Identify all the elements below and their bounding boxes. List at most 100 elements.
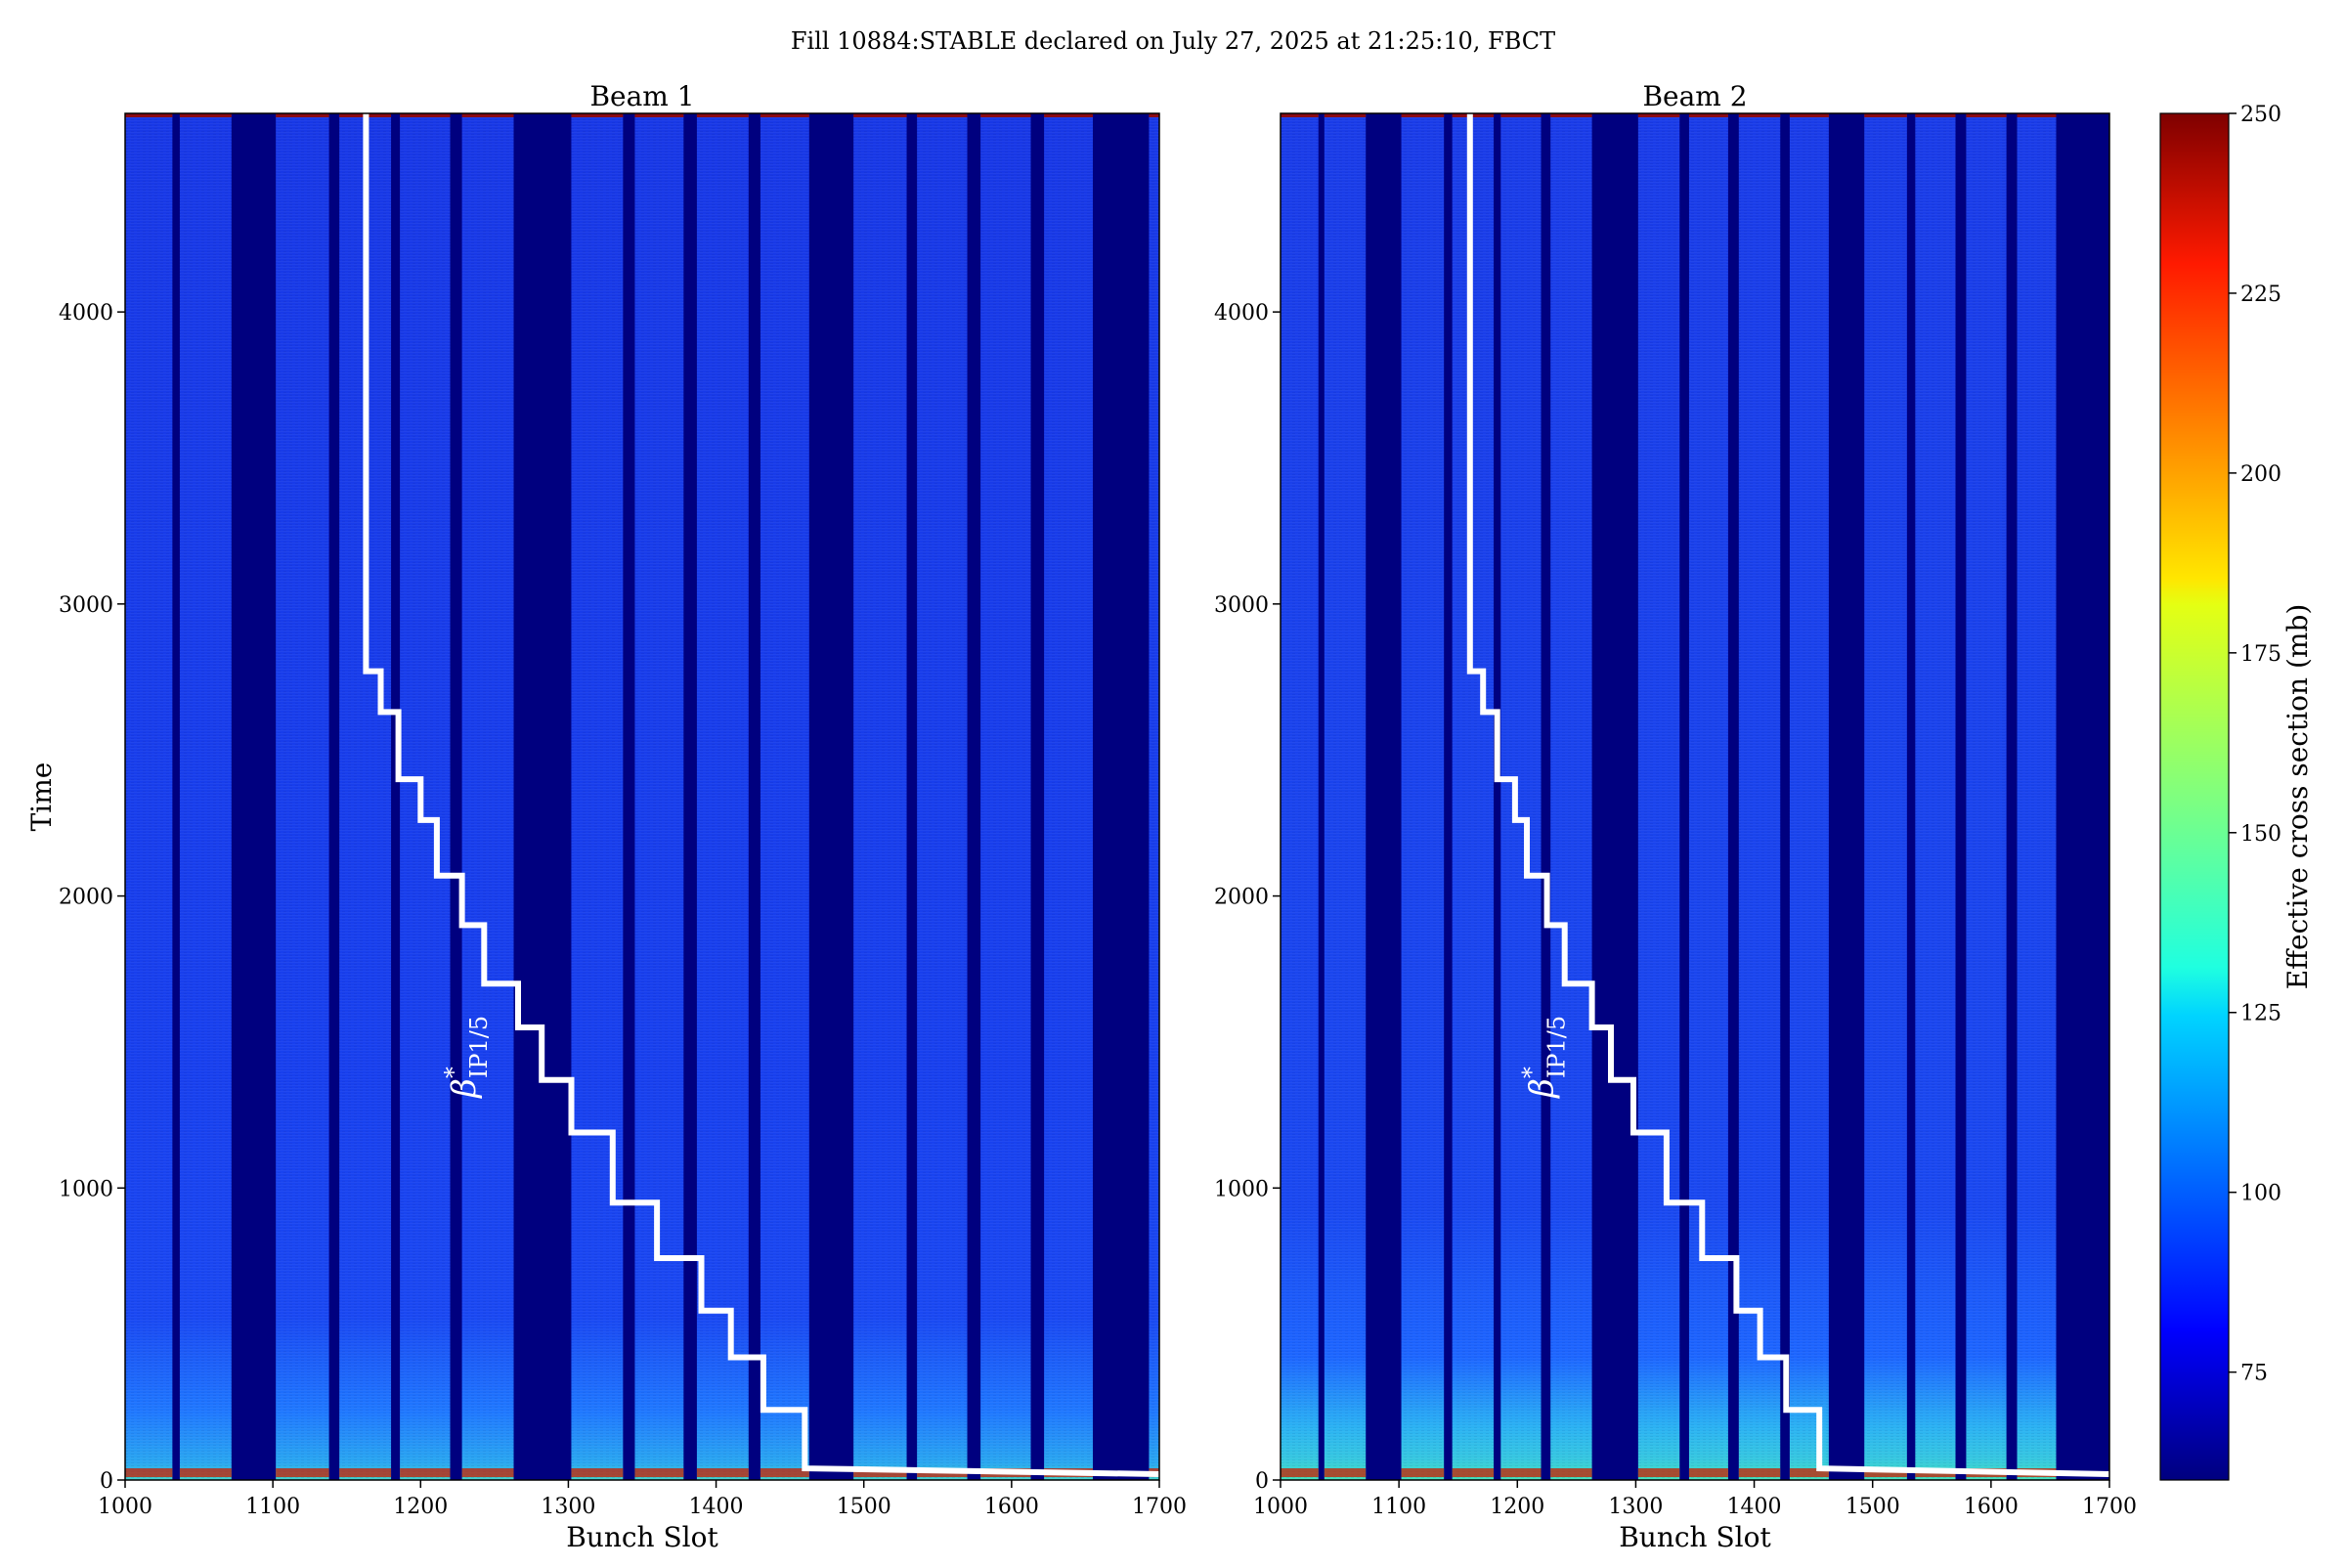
bunch-train-texture [1637, 113, 1680, 1480]
bunch-train-hotspot [634, 1468, 684, 1477]
bunch-train-top-edge [1550, 113, 1592, 117]
bunch-train-top-edge [696, 113, 749, 117]
bunch-train-top-edge [2017, 113, 2057, 117]
bunch-train-texture [1688, 113, 1728, 1480]
bunch-train-top-edge [1324, 113, 1367, 117]
bunch-train-texture [1738, 113, 1781, 1480]
bunch-train-top-edge [1637, 113, 1680, 117]
x-tick-label: 1500 [1846, 1495, 1900, 1519]
bunch-train-texture [1452, 113, 1495, 1480]
bunch-train-top-edge [400, 113, 451, 117]
bunch-train-texture [2017, 113, 2057, 1480]
beta-star-step-line [1466, 113, 2110, 1477]
y-tick-label: 4000 [59, 301, 113, 326]
bunch-train-texture [980, 113, 1031, 1480]
bunch-train-texture [571, 113, 624, 1480]
bunch-train-top-edge [125, 113, 173, 117]
colorbar-tick-label: 125 [2240, 1002, 2281, 1026]
x-tick-label: 1600 [984, 1495, 1039, 1519]
y-tick-label: 1000 [1214, 1177, 1269, 1201]
bunch-train-top-edge [179, 113, 232, 117]
x-tick-label: 1300 [1608, 1495, 1663, 1519]
bunch-train-top-edge [1966, 113, 2007, 117]
bunch-train-top-edge [1915, 113, 1956, 117]
x-tick-label: 1700 [1132, 1495, 1187, 1519]
x-tick-label: 1100 [1371, 1495, 1426, 1519]
bunch-train-top-edge [1044, 113, 1093, 117]
bunch-train-texture [1864, 113, 1907, 1480]
bunch-train-texture [1044, 113, 1093, 1480]
x-tick-label: 1200 [393, 1495, 448, 1519]
bunch-train-top-edge [760, 113, 809, 117]
bunch-train-top-edge [917, 113, 968, 117]
bunch-train-texture [696, 113, 749, 1480]
bunch-train-texture [400, 113, 451, 1480]
bunch-train-top-edge [276, 113, 329, 117]
bunch-train-hotspot [760, 1468, 809, 1477]
bunch-train-top-edge [1149, 113, 1159, 117]
bunch-train-top-edge [461, 113, 514, 117]
bunch-train-hotspot [1688, 1468, 1728, 1477]
y-axis-label: Time [25, 762, 58, 832]
bunch-train-top-edge [1281, 113, 1319, 117]
beta-star-step-line [363, 113, 1160, 1477]
bunch-train-hotspot [571, 1468, 624, 1477]
y-tick-label: 0 [100, 1469, 113, 1494]
bunch-train-hotspot [1864, 1468, 1907, 1477]
bunch-train-top-edge [1500, 113, 1542, 117]
bunch-train-texture [1401, 113, 1445, 1480]
bunch-train-hotspot [853, 1468, 907, 1477]
x-axis-label: Bunch Slot [1619, 1521, 1771, 1553]
bunch-train-hotspot [276, 1468, 329, 1477]
bunch-train-top-edge [1401, 113, 1445, 117]
bunch-train-hotspot [1324, 1468, 1367, 1477]
bunch-train-hotspot [125, 1468, 173, 1477]
bunch-train-hotspot [1738, 1468, 1781, 1477]
bunch-train-top-edge [1738, 113, 1781, 117]
bunch-train-hotspot [1500, 1468, 1542, 1477]
bunch-train-texture [1550, 113, 1592, 1480]
x-tick-label: 1300 [541, 1495, 595, 1519]
bunch-train-texture [853, 113, 907, 1480]
bunch-train-hotspot [1637, 1468, 1680, 1477]
x-axis-label: Bunch Slot [566, 1521, 718, 1553]
colorbar-tick-label: 200 [2240, 462, 2281, 487]
y-tick-label: 4000 [1214, 301, 1269, 326]
x-tick-label: 1600 [1964, 1495, 2019, 1519]
colorbar-tick-label: 250 [2240, 103, 2281, 127]
bunch-train-hotspot [179, 1468, 232, 1477]
bunch-train-texture [634, 113, 684, 1480]
colorbar-tick-label: 225 [2240, 283, 2281, 307]
bunch-train-texture [125, 113, 173, 1480]
colorbar-tick-label: 75 [2240, 1362, 2268, 1386]
bunch-train-texture [1281, 113, 1319, 1480]
x-tick-label: 1400 [689, 1495, 744, 1519]
x-tick-label: 1100 [245, 1495, 300, 1519]
colorbar-label: Effective cross section (mb) [2281, 604, 2314, 990]
bunch-train-top-edge [1688, 113, 1728, 117]
bunch-train-hotspot [1550, 1468, 1592, 1477]
bunch-train-top-edge [634, 113, 684, 117]
x-tick-label: 1400 [1727, 1495, 1782, 1519]
bunch-train-texture [461, 113, 514, 1480]
bunch-train-top-edge [853, 113, 907, 117]
bunch-train-hotspot [1452, 1468, 1495, 1477]
y-tick-label: 0 [1255, 1469, 1269, 1494]
bunch-train-texture [1915, 113, 1956, 1480]
bunch-train-texture [760, 113, 809, 1480]
bunch-train-texture [1149, 113, 1159, 1480]
panel-title: Beam 2 [1642, 80, 1747, 112]
colorbar-tick-label: 150 [2240, 822, 2281, 847]
colorbar-ticks: 75 100 125 150 175 200 225 250 [2229, 103, 2281, 1386]
bunch-train-top-edge [1864, 113, 1907, 117]
x-tick-label: 1200 [1490, 1495, 1544, 1519]
bunch-train-texture [1966, 113, 2007, 1480]
colorbar-gradient [2159, 112, 2230, 1481]
bunch-train-hotspot [1401, 1468, 1445, 1477]
colorbar-tick-label: 100 [2240, 1182, 2281, 1206]
bunch-train-texture [276, 113, 329, 1480]
bunch-train-texture [1324, 113, 1367, 1480]
